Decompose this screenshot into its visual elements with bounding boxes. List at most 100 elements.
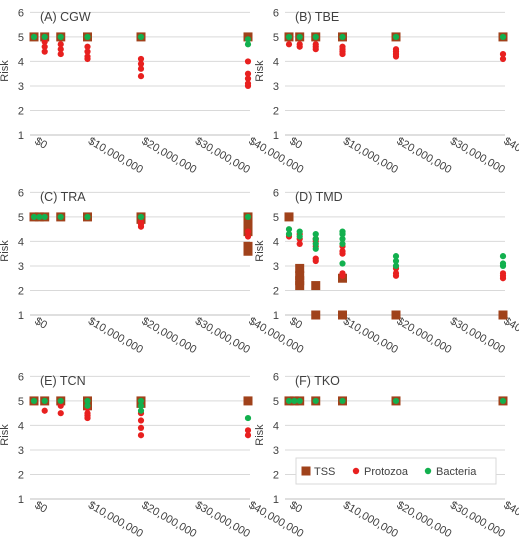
x-tick-label: $20,000,000 [395, 499, 454, 540]
panel-title: (D) TMD [295, 190, 343, 204]
tss-point [498, 310, 508, 320]
protozoa-point [499, 275, 507, 282]
bacteria-point [244, 414, 252, 422]
tss-point [243, 396, 253, 406]
legend-marker-bacteria [424, 467, 432, 475]
x-tick-label: $20,000,000 [140, 135, 199, 176]
y-tick-label: 1 [273, 130, 279, 142]
protozoa-point [41, 48, 48, 55]
bacteria-point [291, 397, 298, 405]
y-tick-label: 2 [273, 105, 279, 117]
x-tick-label: $10,000,000 [86, 499, 145, 540]
y-tick-label: 2 [18, 105, 24, 117]
y-tick-label: 3 [18, 81, 24, 93]
y-tick-label: 5 [273, 212, 279, 224]
y-axis-label: Risk [254, 240, 266, 262]
x-tick-label: $10,000,000 [86, 315, 145, 356]
bacteria-point [296, 233, 303, 240]
protozoa-point [57, 50, 64, 58]
bacteria-point [339, 230, 346, 238]
bacteria-point [339, 235, 346, 243]
legend-label-tss: TSS [314, 466, 335, 478]
legend-label-protozoa: Protozoa [364, 466, 409, 478]
bacteria-point [339, 397, 346, 405]
bacteria-point [137, 33, 145, 41]
bacteria-point [499, 33, 507, 41]
protozoa-point [339, 250, 346, 257]
protozoa-point [244, 427, 252, 434]
chart-panel-3: 1 2 3 4 5 6 Risk $0 $10,000,000$20,000,000$30,00… [0, 187, 305, 356]
tss-point [311, 310, 321, 320]
tss-point [295, 263, 305, 273]
protozoa-point [137, 223, 145, 230]
bacteria-point [41, 213, 48, 221]
tss-point [295, 271, 305, 281]
protozoa-point [244, 233, 252, 240]
protozoa-point [57, 46, 64, 53]
y-tick-label: 1 [18, 310, 24, 322]
x-tick-label: $0 [288, 135, 305, 152]
y-tick-label: 4 [18, 236, 24, 248]
x-tick-label: $0 [288, 499, 305, 516]
y-tick-label: 2 [18, 469, 24, 481]
bacteria-point [57, 397, 64, 405]
y-axis-label: Risk [0, 60, 11, 82]
bacteria-point [244, 213, 252, 221]
bacteria-point [296, 228, 303, 235]
protozoa-point [57, 41, 64, 48]
y-tick-label: 3 [273, 81, 279, 93]
x-tick-label: $20,000,000 [395, 315, 454, 356]
y-tick-label: 3 [18, 261, 24, 273]
protozoa-point [84, 55, 91, 63]
protozoa-point [312, 257, 319, 265]
protozoa-point [244, 70, 252, 77]
y-tick-label: 1 [273, 310, 279, 322]
x-tick-label: $20,000,000 [140, 315, 199, 356]
chart-panel-5: 1 2 3 4 5 6 Risk $0 $10,000,000$20,000,000$30,00… [0, 371, 305, 540]
protozoa-point [84, 43, 91, 50]
bacteria-point [137, 402, 145, 409]
y-tick-label: 5 [273, 396, 279, 408]
protozoa-point [41, 407, 48, 414]
protozoa-point [137, 73, 145, 80]
tss-point [295, 276, 305, 286]
protozoa-point [296, 43, 303, 50]
bacteria-point [41, 33, 48, 41]
y-axis-label: Risk [0, 424, 11, 446]
protozoa-point [392, 272, 400, 279]
chart-panel-2: 1 2 3 4 5 6 Risk $0 $10,000,000$20,000,000$30,00… [254, 7, 519, 176]
bacteria-point [285, 230, 293, 238]
y-tick-label: 4 [273, 56, 279, 68]
x-tick-label: $20,000,000 [140, 499, 199, 540]
bacteria-point [84, 402, 91, 409]
bacteria-point [285, 33, 293, 41]
bacteria-point [312, 230, 319, 238]
y-axis-label: Risk [254, 60, 266, 82]
bacteria-point [30, 33, 38, 41]
y-tick-label: 1 [18, 130, 24, 142]
y-axis-label: Risk [0, 240, 11, 262]
bacteria-point [339, 33, 346, 41]
protozoa-point [57, 402, 64, 409]
protozoa-point [137, 65, 145, 72]
bacteria-point [392, 257, 400, 265]
x-tick-label: $0 [33, 499, 50, 516]
protozoa-point [244, 82, 252, 90]
x-tick-label: $20,000,000 [395, 135, 454, 176]
bacteria-point [41, 397, 48, 405]
y-tick-label: 6 [18, 371, 24, 383]
protozoa-point [339, 50, 346, 58]
panel-title: (C) TRA [40, 190, 86, 204]
bacteria-point [392, 33, 400, 41]
bacteria-point [296, 33, 303, 41]
chart-panel-4: 1 2 3 4 5 6 Risk $0 $10,000,000$20,000,000$30,00… [254, 187, 519, 356]
y-tick-label: 2 [273, 285, 279, 297]
bacteria-point [499, 262, 507, 270]
legend-label-bacteria: Bacteria [436, 466, 477, 478]
bacteria-point [499, 397, 507, 405]
chart-panel-1: 1 2 3 4 5 6 Risk $0 $10,000,000$20,000,000$30,00… [0, 7, 305, 176]
bacteria-point [312, 245, 319, 252]
x-tick-label: $30,000,000 [448, 499, 507, 540]
protozoa-point [392, 53, 400, 60]
x-tick-label: $0 [33, 315, 50, 332]
